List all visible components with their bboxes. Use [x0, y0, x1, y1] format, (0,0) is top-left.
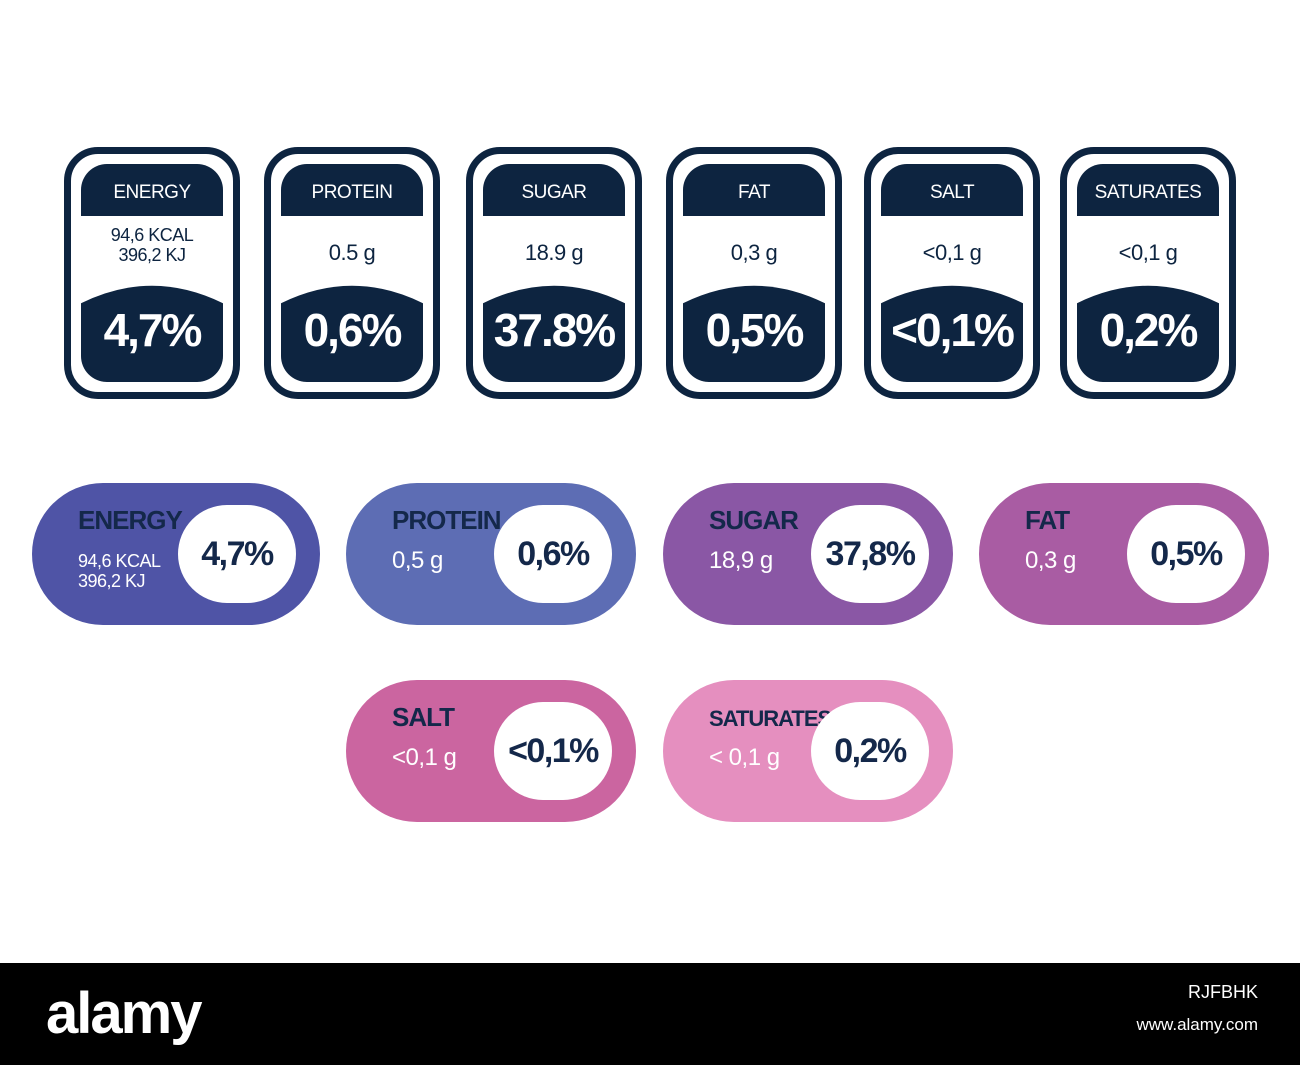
percent-panel — [881, 284, 1023, 382]
watermark-logo: alamy — [46, 981, 202, 1046]
label-name: SUGAR — [483, 164, 625, 216]
nutrition-label-energy: ENERGY 94,6 KCAL 396,2 KJ 4,7% — [64, 147, 240, 399]
percent-panel — [281, 284, 423, 382]
pill-label-protein: PROTEIN 0,5 g 0,6% — [346, 483, 636, 625]
label-percent: <0,1% — [891, 304, 1015, 356]
label-percent: 0,6% — [303, 304, 403, 356]
amount-line: 18.9 g — [524, 240, 584, 265]
label-amount: 0,3 g — [683, 222, 825, 284]
amount-line: <0,1 g — [922, 240, 982, 265]
nutrition-label-fat: FAT 0,3 g 0,5% — [666, 147, 842, 399]
label-name: PROTEIN — [281, 164, 423, 216]
nutrition-label-protein: PROTEIN 0.5 g 0,6% — [264, 147, 440, 399]
label-percent: 37.8% — [493, 304, 616, 356]
pill-amount: 0,5 g — [392, 547, 443, 574]
pill-amount: 0,3 g — [1025, 547, 1076, 574]
pill-name: SATURATES — [709, 706, 832, 731]
watermark-url: www.alamy.com — [1136, 1015, 1258, 1034]
amount-line: 396,2 KJ — [78, 571, 146, 591]
pill-amount: < 0,1 g — [709, 744, 780, 771]
pill-percent: 37,8% — [811, 505, 929, 603]
pill-amount: <0,1 g — [392, 744, 457, 771]
amount-line: 94,6 KCAL — [110, 225, 194, 245]
label-amount: 18.9 g — [483, 222, 625, 284]
label-name: SALT — [881, 164, 1023, 216]
nutrition-label-sugar: SUGAR 18.9 g 37.8% — [466, 147, 642, 399]
pill-label-energy: ENERGY 94,6 KCAL 396,2 KJ 4,7% — [32, 483, 320, 625]
pill-label-saturates: SATURATES < 0,1 g 0,2% — [663, 680, 953, 822]
pill-percent: 0,2% — [811, 702, 929, 800]
watermark-image-id: RJFBHK — [1187, 982, 1258, 1002]
pill-label-sugar: SUGAR 18,9 g 37,8% — [663, 483, 953, 625]
label-percent: 4,7% — [103, 304, 203, 356]
pill-amount: 18,9 g — [709, 547, 773, 574]
label-amount: 94,6 KCAL 396,2 KJ — [81, 220, 223, 270]
label-name: FAT — [683, 164, 825, 216]
label-amount: 0.5 g — [281, 222, 423, 284]
nutrition-label-salt: SALT <0,1 g <0,1% — [864, 147, 1040, 399]
label-name: SATURATES — [1077, 164, 1219, 216]
pill-name: PROTEIN — [392, 505, 502, 535]
amount-line: 0.5 g — [328, 240, 376, 265]
pill-amount: 94,6 KCAL 396,2 KJ — [78, 551, 161, 591]
pill-percent: 0,5% — [1127, 505, 1245, 603]
amount-line: 396,2 KJ — [118, 245, 186, 265]
pill-name: SALT — [392, 702, 455, 732]
amount-line: 0,3 g — [730, 240, 778, 265]
pill-percent: 0,6% — [494, 505, 612, 603]
percent-panel — [483, 284, 625, 382]
pill-label-salt: SALT <0,1 g <0,1% — [346, 680, 636, 822]
pill-name: ENERGY — [78, 505, 183, 535]
percent-panel — [683, 284, 825, 382]
nutrition-label-saturates: SATURATES <0,1 g 0,2% — [1060, 147, 1236, 399]
amount-line: <0,1 g — [1118, 240, 1178, 265]
pill-percent: <0,1% — [494, 702, 612, 800]
label-amount: <0,1 g — [1077, 222, 1219, 284]
pill-name: FAT — [1025, 505, 1070, 535]
label-percent: 0,2% — [1099, 304, 1199, 356]
amount-line: 94,6 KCAL — [78, 551, 161, 571]
label-name: ENERGY — [81, 164, 223, 216]
percent-panel — [81, 284, 223, 382]
pill-label-fat: FAT 0,3 g 0,5% — [979, 483, 1269, 625]
label-percent: 0,5% — [705, 304, 805, 356]
label-amount: <0,1 g — [881, 222, 1023, 284]
pill-percent: 4,7% — [178, 505, 296, 603]
pill-name: SUGAR — [709, 505, 799, 535]
percent-panel — [1077, 284, 1219, 382]
watermark-bar — [0, 963, 1300, 1065]
